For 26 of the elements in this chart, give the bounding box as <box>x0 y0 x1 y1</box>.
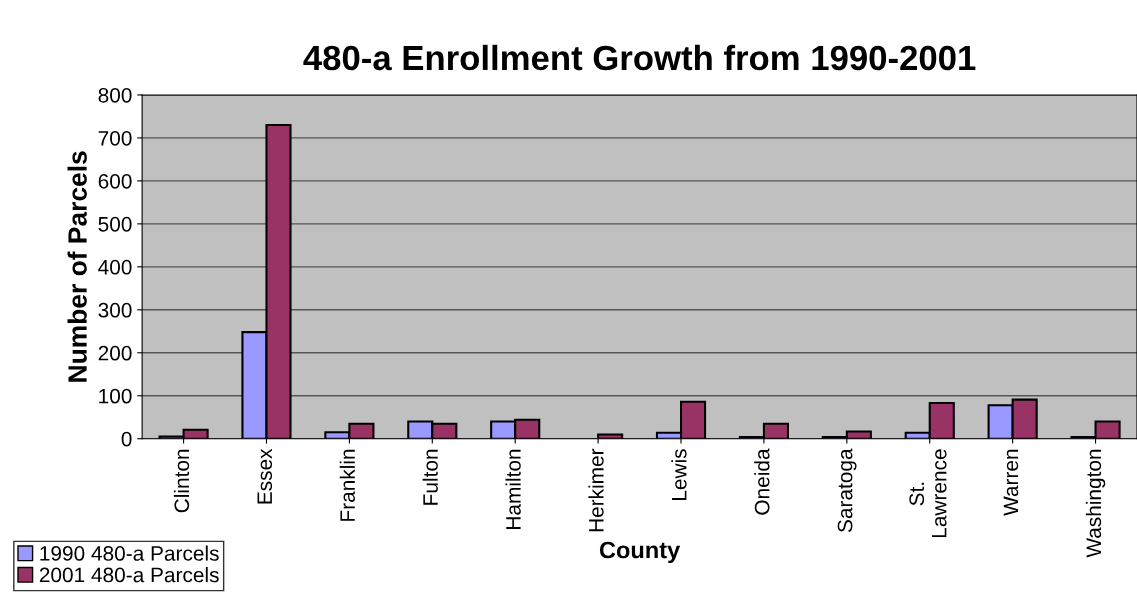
y-tick-label: 100 <box>99 388 132 404</box>
legend-label: 2001 480-a Parcels <box>39 567 219 583</box>
legend-label: 1990 480-a Parcels <box>40 545 219 561</box>
x-tick-label: Hamilton <box>505 449 521 529</box>
y-tick-label: 800 <box>98 87 132 103</box>
chart-title: 480-a Enrollment Growth from 1990-2001 <box>303 44 976 71</box>
x-tick-label: Washington <box>1085 449 1106 558</box>
x-tick-label: Oneida <box>754 448 770 515</box>
x-tick-label: Herkimer <box>588 448 604 532</box>
y-tick-label: 600 <box>98 173 132 189</box>
y-tick-label: 200 <box>98 345 132 361</box>
y-tick-label: 500 <box>98 216 132 232</box>
x-tick-label: Lewis <box>671 449 687 500</box>
y-axis-title: Number of Parcels <box>67 151 87 382</box>
y-tick-label: 700 <box>98 130 132 146</box>
y-tick-label: 0 <box>121 431 132 447</box>
x-tick-label: Warren <box>1003 449 1019 516</box>
x-tick-label: Fulton <box>422 449 438 505</box>
y-tick-label: 400 <box>98 259 132 275</box>
x-axis-title: County <box>599 541 681 564</box>
x-tick-label: Essex <box>257 448 273 504</box>
x-tick-label: St. Lawrence <box>909 449 947 538</box>
x-tick-label: Franklin <box>339 449 355 521</box>
y-tick-label: 300 <box>98 302 132 318</box>
x-tick-label: Saratoga <box>837 448 857 533</box>
x-tick-label: Clinton <box>173 449 190 513</box>
